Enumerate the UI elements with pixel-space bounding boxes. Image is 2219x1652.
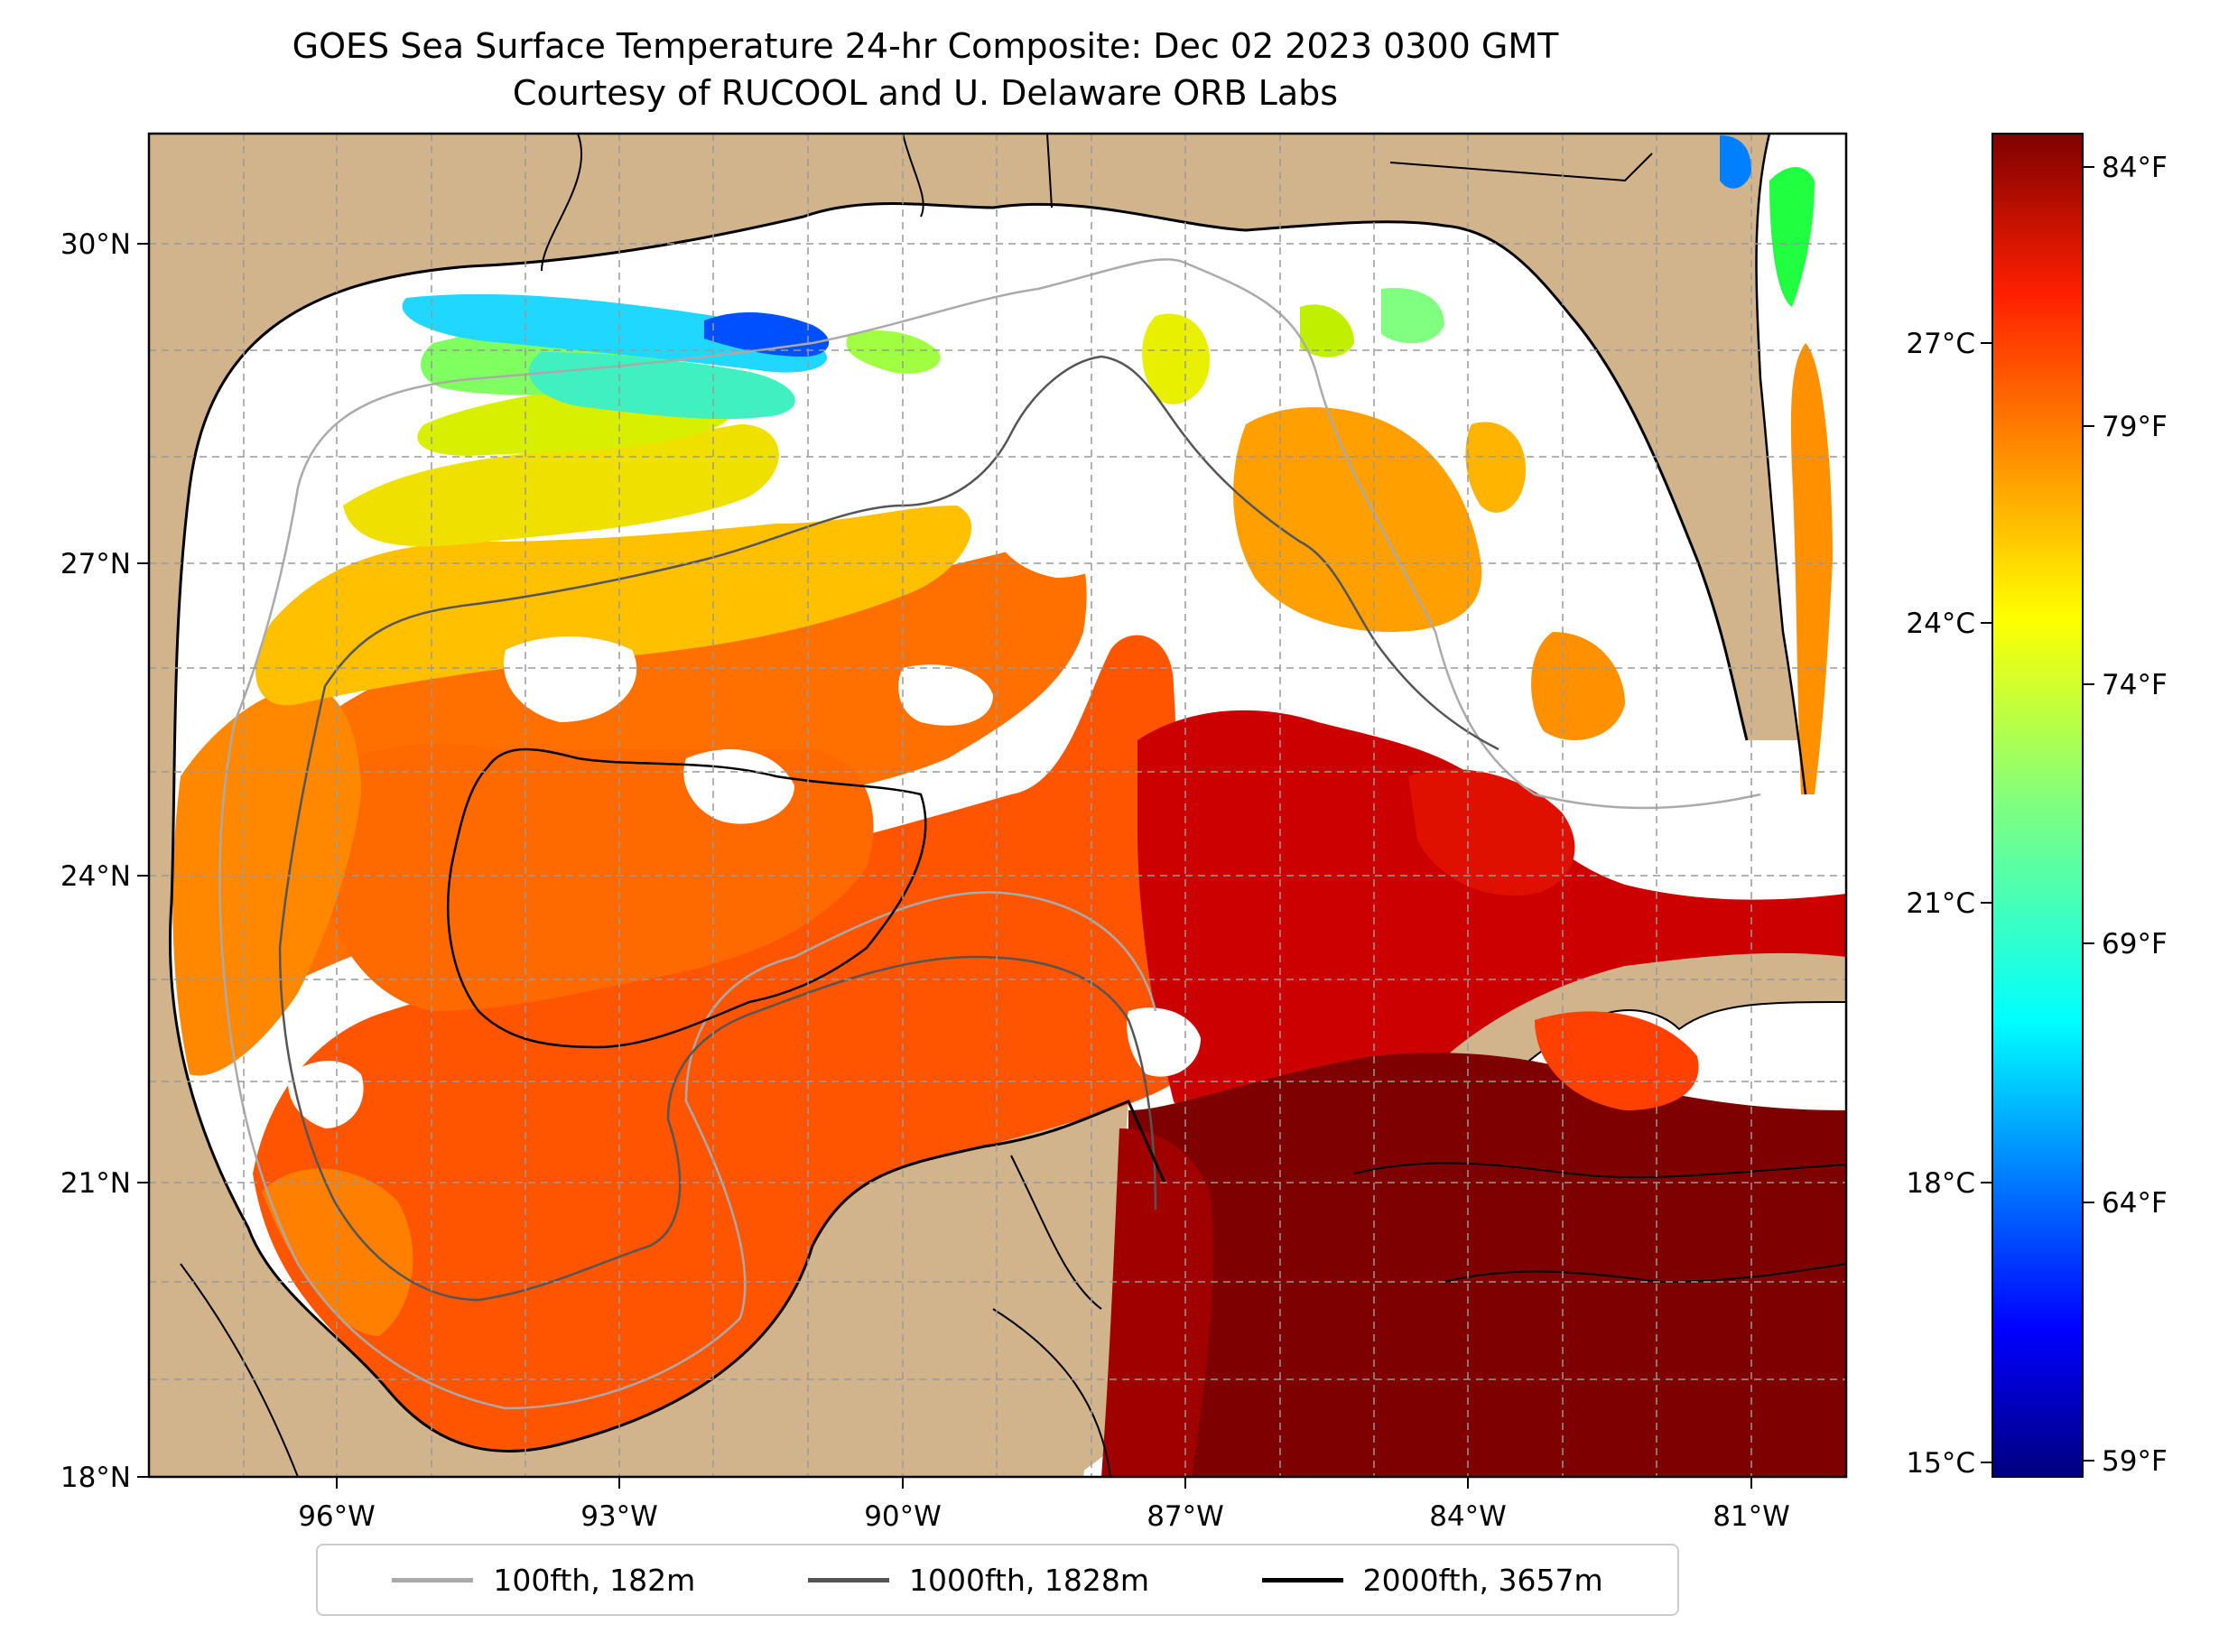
sst-field <box>172 135 1846 1477</box>
legend-label-1000fth: 1000fth, 1828m <box>909 1562 1149 1598</box>
legend-item-1000fth: 1000fth, 1828m <box>808 1563 1149 1598</box>
graticule <box>149 134 1846 1477</box>
map-title: GOES Sea Surface Temperature 24-hr Compo… <box>292 26 1559 66</box>
cb-c-21: 21°C <box>1906 887 1975 920</box>
legend-line-1000fth <box>808 1577 889 1582</box>
contour-2000fth-caribbean <box>1353 1162 1846 1284</box>
colorbar-tick-marks <box>1981 166 2094 1463</box>
lat-label-24: 24°N <box>60 860 131 893</box>
gulf-coastline <box>168 202 1749 1452</box>
legend-item-100fth: 100fth, 182m <box>392 1563 695 1598</box>
cb-c-27: 27°C <box>1906 328 1975 360</box>
lat-label-30: 30°N <box>60 228 131 261</box>
cloud-gaps <box>288 462 1201 1128</box>
cb-c-18: 18°C <box>1906 1167 1975 1200</box>
contour-2000fth <box>447 747 927 1049</box>
political-borders <box>180 134 1653 1477</box>
lat-tick-marks <box>137 243 149 1478</box>
cb-f-84: 84°F <box>2102 152 2168 184</box>
legend-line-100fth <box>392 1577 474 1582</box>
cb-c-15: 15°C <box>1906 1447 1975 1480</box>
lat-label-27: 27°N <box>60 548 131 580</box>
lat-label-18: 18°N <box>60 1462 131 1494</box>
contour-legend: 100fth, 182m 1000fth, 1828m 2000fth, 365… <box>316 1544 1679 1616</box>
lon-tick-marks <box>336 1477 1752 1489</box>
lon-label-90: 90°W <box>864 1500 942 1533</box>
legend-item-2000fth: 2000fth, 3657m <box>1261 1562 1603 1598</box>
cb-f-59: 59°F <box>2102 1445 2168 1478</box>
lon-label-96: 96°W <box>298 1500 376 1533</box>
legend-label-2000fth: 2000fth, 3657m <box>1362 1562 1603 1598</box>
cb-f-64: 64°F <box>2102 1187 2168 1220</box>
lon-label-93: 93°W <box>580 1500 658 1533</box>
cb-f-74: 74°F <box>2102 669 2168 701</box>
cb-c-24: 24°C <box>1906 608 1975 640</box>
plot-frame <box>147 132 1848 1479</box>
contour-1000fth <box>278 355 1499 1302</box>
cb-f-79: 79°F <box>2102 411 2168 443</box>
lon-label-81: 81°W <box>1713 1500 1790 1533</box>
legend-line-2000fth <box>1261 1577 1343 1582</box>
cb-f-69: 69°F <box>2102 928 2168 961</box>
contour-100fth <box>218 258 1761 1410</box>
legend-label-100fth: 100fth, 182m <box>493 1562 696 1598</box>
map-subtitle: Courtesy of RUCOOL and U. Delaware ORB L… <box>512 73 1339 113</box>
colorbar <box>1992 133 2084 1478</box>
lat-label-21: 21°N <box>60 1167 131 1200</box>
lon-label-84: 84°W <box>1429 1500 1507 1533</box>
lon-label-87: 87°W <box>1147 1500 1224 1533</box>
yucatan-land <box>812 1125 1193 1477</box>
